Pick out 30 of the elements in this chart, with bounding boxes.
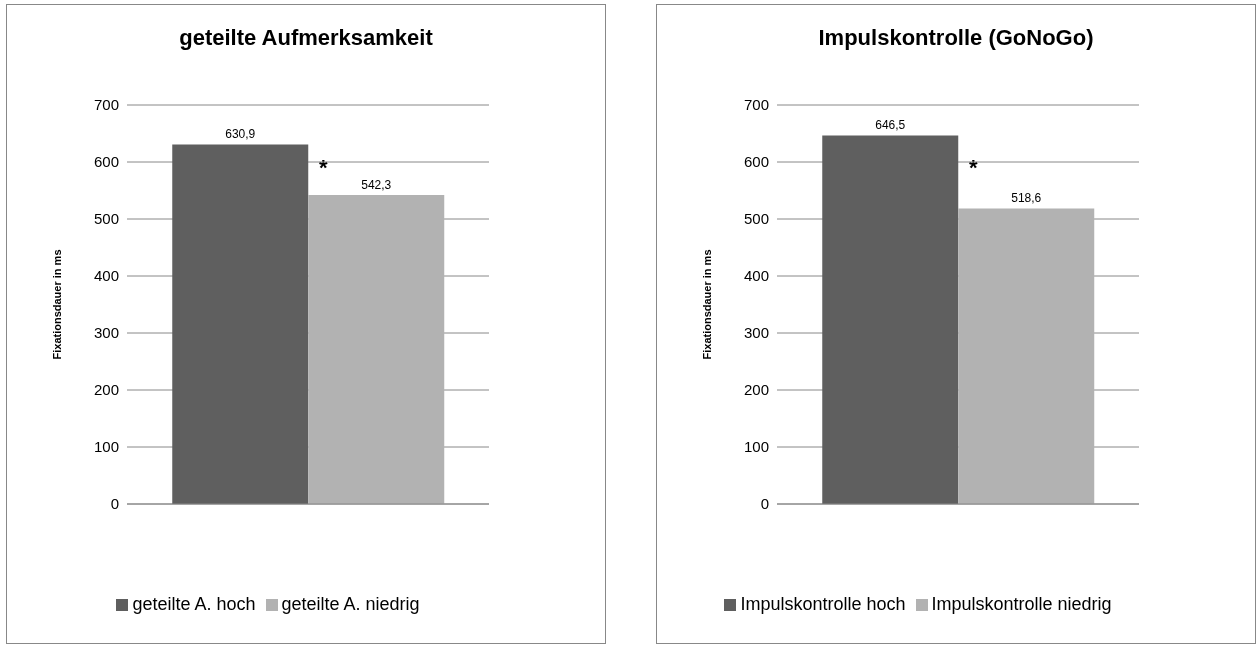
- y-tick-label: 100: [93, 438, 119, 456]
- y-tick-label: 500: [93, 210, 119, 228]
- chart-title: Impulskontrolle (GoNoGo): [817, 25, 1095, 51]
- data-label: 630,9: [225, 127, 256, 142]
- y-tick-label: 600: [93, 153, 119, 171]
- y-tick-label: 700: [743, 96, 769, 114]
- chart-title: geteilte Aufmerksamkeit: [178, 25, 434, 51]
- legend-label: Impulskontrolle hoch: [740, 594, 906, 614]
- y-tick-label: 100: [743, 438, 769, 456]
- data-label: 646,5: [875, 118, 906, 133]
- y-tick-label: 300: [743, 324, 769, 342]
- annotation: *: [969, 155, 978, 181]
- y-axis-title: Fixationsdauer in ms: [700, 249, 713, 360]
- y-tick-label: 0: [110, 495, 119, 513]
- y-tick-label: 200: [743, 381, 769, 399]
- y-axis-title: Fixationsdauer in ms: [50, 249, 63, 360]
- legend-label: geteilte A. hoch: [132, 594, 256, 614]
- y-tick-label: 600: [743, 153, 769, 171]
- y-tick-label: 400: [743, 267, 769, 285]
- y-tick-label: 300: [93, 324, 119, 342]
- annotation: *: [319, 155, 328, 181]
- y-tick-label: 0: [760, 495, 769, 513]
- y-tick-label: 700: [93, 96, 119, 114]
- y-tick-label: 200: [93, 381, 119, 399]
- legend-label: geteilte A. niedrig: [281, 594, 420, 614]
- legend-label: Impulskontrolle niedrig: [931, 594, 1112, 614]
- data-label: 542,3: [361, 177, 392, 192]
- y-tick-label: 500: [743, 210, 769, 228]
- data-label: 518,6: [1011, 191, 1042, 206]
- y-tick-label: 400: [93, 267, 119, 285]
